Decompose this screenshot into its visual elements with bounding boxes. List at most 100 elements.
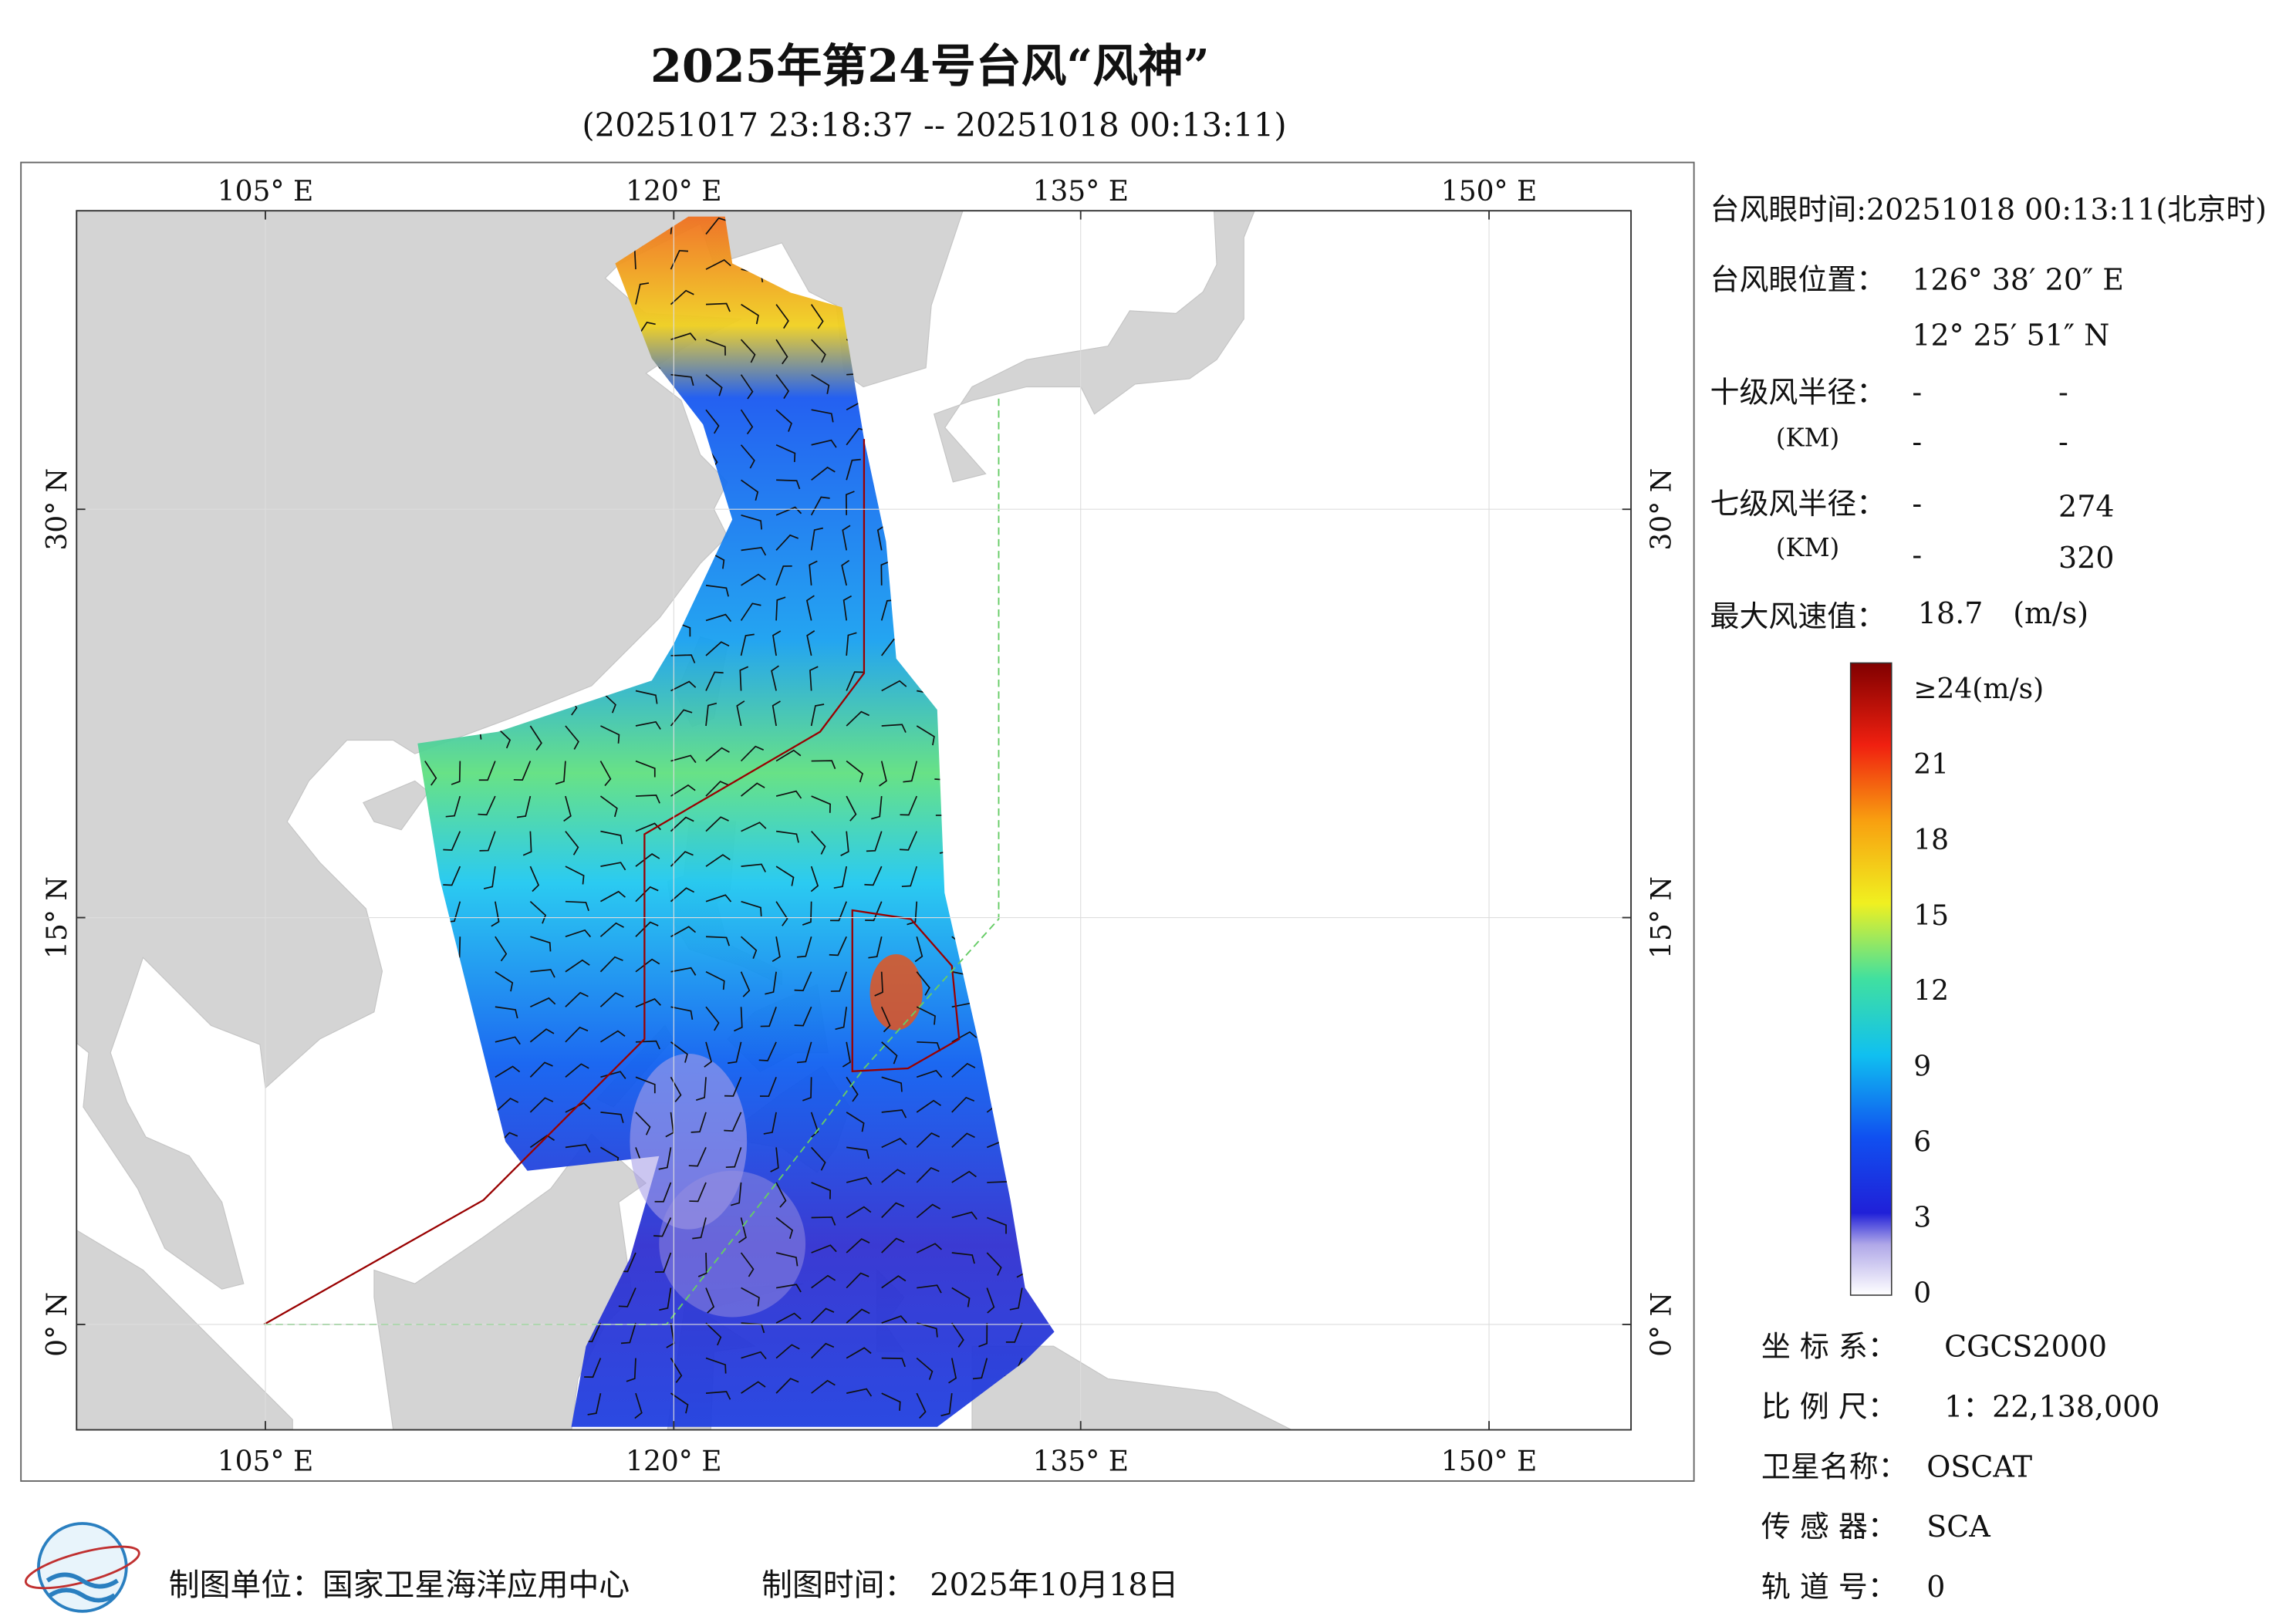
wind-barb <box>846 1308 870 1324</box>
wind-barb <box>811 760 836 769</box>
wind-barb <box>948 1358 957 1384</box>
wind-barb <box>846 1112 865 1132</box>
r7-value: 274 <box>2058 490 2114 524</box>
wind-barb <box>811 373 830 394</box>
wind-barb <box>670 926 697 937</box>
info-panel: 台风眼时间:20251018 00:13:11(北京时) 台风眼位置： 126°… <box>1710 193 2267 633</box>
wind-barb <box>724 1077 742 1097</box>
wind-barb <box>495 936 508 962</box>
eye-lat: 12° 25′ 51″ N <box>1912 319 2109 353</box>
meta-value: OSCAT <box>1926 1449 2032 1483</box>
meta-value: 0 <box>1926 1570 1945 1604</box>
wind-barb <box>810 527 823 551</box>
land <box>363 780 430 831</box>
wind-barb <box>951 1287 971 1308</box>
wind-barb <box>846 458 861 481</box>
wind-barb <box>565 1026 589 1043</box>
wind-barb <box>846 1272 869 1289</box>
wind-barb <box>846 671 864 691</box>
wind-barb <box>846 1238 870 1254</box>
wind-barb <box>794 1006 812 1027</box>
meta-label: 轨 道 号： <box>1761 1570 1897 1604</box>
wind-barb <box>599 992 624 1007</box>
colorbar-label: 9 <box>1913 1051 1931 1083</box>
wind-barb <box>951 1096 975 1113</box>
wind-barb <box>879 761 887 787</box>
lon-label: 120° E <box>626 1446 722 1478</box>
wind-barb <box>635 822 662 832</box>
wind-patch <box>659 1170 806 1318</box>
wind-barb <box>495 1006 518 1019</box>
lon-label: 105° E <box>218 1446 314 1478</box>
wind-barb <box>809 560 818 585</box>
wind-barb <box>740 444 755 469</box>
wind-barb <box>599 956 623 973</box>
wind-barb <box>670 816 694 832</box>
wind-barb <box>916 1069 943 1078</box>
wind-barb <box>654 1252 672 1273</box>
wind-barb <box>705 1322 722 1346</box>
wind-barb <box>806 630 815 656</box>
wind-barb <box>907 901 918 926</box>
wind-barb <box>916 1203 941 1219</box>
wind-barb <box>881 1315 907 1324</box>
wind-barb <box>670 1358 683 1383</box>
wind-barb <box>770 1147 779 1173</box>
wind-barb <box>874 971 883 997</box>
wind-barb <box>865 901 883 922</box>
wind-barb <box>846 1076 859 1102</box>
wind-barb <box>635 921 659 937</box>
footer-time-label: 制图时间： <box>761 1567 915 1603</box>
wind-barb <box>881 1109 907 1119</box>
wind-barb <box>483 866 496 889</box>
wind-barb <box>495 1036 521 1045</box>
wind-barb <box>846 1176 873 1186</box>
colorbar-label: 12 <box>1913 976 1949 1007</box>
wind-barb <box>842 525 851 551</box>
wind-barb <box>951 1062 976 1078</box>
wind-barb <box>811 1379 836 1394</box>
wind-barb <box>846 1388 873 1397</box>
meta-value: SCA <box>1926 1510 1990 1544</box>
wind-barb <box>740 374 754 400</box>
wind-barb <box>835 1007 848 1031</box>
wind-barb <box>881 1237 905 1254</box>
land <box>933 211 1255 483</box>
wind-barb <box>443 865 461 886</box>
wind-barb <box>635 998 661 1008</box>
wind-barb <box>775 339 788 365</box>
wind-barb <box>900 795 918 816</box>
wind-barb <box>565 865 585 885</box>
r7-label: 七级风半径： <box>1710 487 1886 521</box>
wind-barb <box>940 1393 953 1417</box>
lat-label: 30° N <box>1646 468 1677 551</box>
wind-barb <box>741 303 759 325</box>
wind-barb <box>740 745 765 762</box>
wind-barb <box>741 1381 766 1394</box>
wind-barb <box>705 854 731 867</box>
wind-barb <box>704 1041 712 1068</box>
wind-barb <box>495 971 514 992</box>
wind-barb <box>599 795 618 818</box>
wind-barb <box>796 936 812 958</box>
wind-barb <box>846 795 857 822</box>
wind-barb <box>451 761 461 785</box>
land <box>971 1345 1293 1430</box>
map <box>76 211 1632 1430</box>
wind-barb <box>775 596 786 621</box>
wind-barb <box>600 862 626 871</box>
wind-barb <box>635 720 661 730</box>
lon-label: 150° E <box>1441 176 1538 208</box>
wind-barb <box>951 1252 975 1264</box>
wind-barb <box>741 782 765 797</box>
wind-barb <box>772 936 781 963</box>
wind-barb <box>917 1284 942 1294</box>
wind-barb <box>705 641 730 656</box>
meta-label: 传 感 器： <box>1761 1510 1897 1544</box>
wind-barb <box>495 1065 521 1078</box>
wind-barb <box>670 784 696 797</box>
wind-barb <box>697 1252 707 1277</box>
wind-barb <box>811 1274 836 1289</box>
wind-barb <box>810 304 824 329</box>
wind-barb <box>555 761 566 785</box>
